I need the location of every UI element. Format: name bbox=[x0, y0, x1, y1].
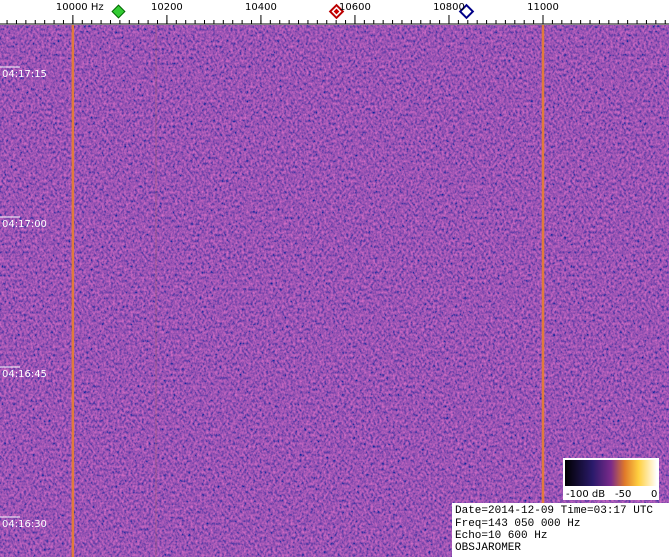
y-tick-label: 04:17:00 bbox=[2, 219, 47, 230]
x-tick-label: 10200 bbox=[151, 2, 183, 13]
colorbar-label: -50 bbox=[615, 489, 631, 500]
info-background bbox=[452, 503, 669, 557]
info-line: Echo=10 600 Hz bbox=[455, 530, 547, 542]
markers bbox=[111, 3, 475, 20]
info-line: Date=2014-12-09 Time=03:17 UTC bbox=[455, 505, 653, 517]
y-tick-label: 04:16:30 bbox=[2, 519, 47, 530]
info-box: Date=2014-12-09 Time=03:17 UTC Freq=143 … bbox=[452, 503, 669, 557]
colorbar: -100 dB -50 0 bbox=[563, 458, 659, 500]
y-tick-label: 04:17:15 bbox=[2, 69, 47, 80]
waterfall-noise bbox=[0, 25, 669, 557]
y-tick-label: 04:16:45 bbox=[2, 369, 47, 380]
x-tick-label: 11000 bbox=[527, 2, 559, 13]
x-tick-label: 10600 bbox=[339, 2, 371, 13]
marker-blue bbox=[458, 3, 475, 20]
info-line: OBSJAROMER bbox=[455, 542, 521, 554]
marks bbox=[71, 25, 545, 557]
colorbar-label: -100 dB bbox=[566, 489, 605, 500]
marker-green bbox=[111, 4, 126, 19]
colorbar-gradient bbox=[565, 460, 657, 486]
info-line: Freq=143 050 000 Hz bbox=[455, 518, 580, 530]
x-tick-label: 10400 bbox=[245, 2, 277, 13]
x-tick-label: 10800 bbox=[433, 2, 465, 13]
colorbar-label: 0 bbox=[651, 489, 657, 500]
x-tick-label: 10000 Hz bbox=[56, 2, 104, 13]
